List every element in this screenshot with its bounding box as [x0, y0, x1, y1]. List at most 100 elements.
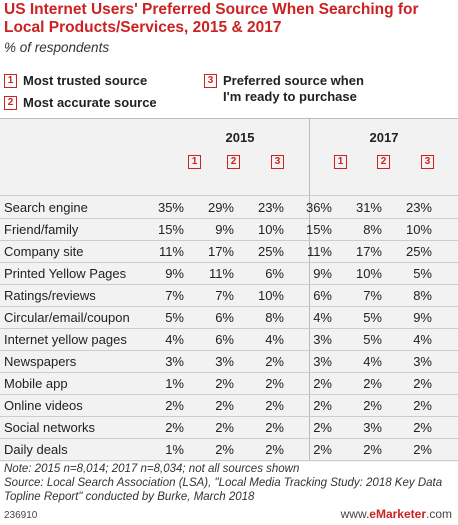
- row-divider: [0, 240, 458, 241]
- table-row: Mobile app 1% 2% 2% 2% 2% 2%: [0, 374, 458, 394]
- legend-label-3: Preferred source when I'm ready to purch…: [223, 73, 364, 104]
- cell-v2017-3: 25%: [405, 244, 432, 259]
- table-row: Online videos 2% 2% 2% 2% 2% 2%: [0, 396, 458, 416]
- chart-note: Note: 2015 n=8,014; 2017 n=8,034; not al…: [4, 463, 443, 503]
- row-label: Circular/email/coupon: [4, 310, 130, 325]
- year-header-2017: 2017: [369, 130, 399, 145]
- cell-v2017-1: 3%: [313, 332, 332, 347]
- row-divider: [0, 416, 458, 417]
- cell-v2015-2: 29%: [207, 200, 234, 215]
- row-divider: [0, 195, 458, 196]
- cell-v2017-2: 8%: [363, 222, 382, 237]
- table-row: Social networks 2% 2% 2% 2% 3% 2%: [0, 418, 458, 438]
- cell-v2017-2: 5%: [363, 310, 382, 325]
- cell-v2017-2: 31%: [355, 200, 382, 215]
- cell-v2017-3: 8%: [413, 288, 432, 303]
- row-label: Ratings/reviews: [4, 288, 96, 303]
- cell-v2015-3: 10%: [257, 288, 284, 303]
- cell-v2015-1: 7%: [165, 288, 184, 303]
- cell-v2015-1: 5%: [165, 310, 184, 325]
- legend-item-1: 1 Most trusted source: [4, 73, 147, 89]
- cell-v2017-3: 2%: [413, 442, 432, 457]
- cell-v2017-2: 17%: [355, 244, 382, 259]
- cell-v2017-2: 2%: [363, 376, 382, 391]
- table-row: Search engine 35% 29% 23% 36% 31% 23%: [0, 198, 458, 218]
- brand-logo: www.eMarketer.com: [340, 507, 452, 521]
- cell-v2017-3: 2%: [413, 376, 432, 391]
- column-key-badge: 2: [377, 155, 390, 169]
- row-divider: [0, 328, 458, 329]
- cell-v2017-1: 6%: [313, 288, 332, 303]
- cell-v2017-1: 11%: [306, 244, 332, 259]
- row-label: Newspapers: [4, 354, 77, 369]
- row-label: Friend/family: [4, 222, 79, 237]
- cell-v2015-1: 35%: [157, 200, 184, 215]
- column-key-badge: 3: [421, 155, 434, 169]
- cell-v2015-3: 2%: [265, 420, 284, 435]
- cell-v2017-2: 5%: [363, 332, 382, 347]
- column-key-2015-3: 3: [271, 151, 284, 169]
- table-row: Ratings/reviews 7% 7% 10% 6% 7% 8%: [0, 286, 458, 306]
- row-divider: [0, 284, 458, 285]
- row-label: Social networks: [4, 420, 96, 435]
- cell-v2015-2: 2%: [215, 442, 234, 457]
- column-key-badge: 3: [271, 155, 284, 169]
- cell-v2017-3: 9%: [413, 310, 432, 325]
- legend-item-3: 3 Preferred source when I'm ready to pur…: [204, 73, 364, 105]
- cell-v2015-1: 15%: [157, 222, 184, 237]
- cell-v2015-3: 8%: [265, 310, 284, 325]
- cell-v2015-3: 2%: [265, 398, 284, 413]
- cell-v2015-1: 2%: [165, 420, 184, 435]
- cell-v2017-2: 2%: [363, 442, 382, 457]
- row-divider: [0, 218, 458, 219]
- row-label: Search engine: [4, 200, 88, 215]
- cell-v2017-3: 2%: [413, 398, 432, 413]
- row-label: Company site: [4, 244, 84, 259]
- chart-subtitle: % of respondents: [4, 40, 110, 55]
- table-row: Daily deals 1% 2% 2% 2% 2% 2%: [0, 440, 458, 460]
- chart-title: US Internet Users' Preferred Source When…: [4, 1, 419, 36]
- cell-v2015-1: 3%: [165, 354, 184, 369]
- cell-v2015-3: 2%: [265, 376, 284, 391]
- column-key-2015-2: 2: [227, 151, 240, 169]
- column-key-2017-1: 1: [334, 151, 347, 169]
- cell-v2017-2: 2%: [363, 398, 382, 413]
- table-row: Circular/email/coupon 5% 6% 8% 4% 5% 9%: [0, 308, 458, 328]
- cell-v2017-3: 10%: [405, 222, 432, 237]
- cell-v2015-2: 2%: [215, 398, 234, 413]
- row-label: Online videos: [4, 398, 83, 413]
- row-label: Mobile app: [4, 376, 68, 391]
- table-background: [0, 118, 458, 462]
- cell-v2017-1: 4%: [313, 310, 332, 325]
- cell-v2017-1: 2%: [313, 376, 332, 391]
- cell-v2015-2: 6%: [215, 310, 234, 325]
- year-header-2015: 2015: [225, 130, 255, 145]
- cell-v2015-3: 25%: [257, 244, 284, 259]
- cell-v2017-2: 3%: [363, 420, 382, 435]
- column-key-2017-2: 2: [377, 151, 390, 169]
- cell-v2017-3: 3%: [413, 354, 432, 369]
- cell-v2017-3: 2%: [413, 420, 432, 435]
- legend-item-2: 2 Most accurate source: [4, 95, 157, 111]
- cell-v2015-2: 7%: [215, 288, 234, 303]
- row-divider: [0, 350, 458, 351]
- legend-label-1: Most trusted source: [23, 73, 148, 88]
- cell-v2015-2: 11%: [208, 266, 234, 281]
- cell-v2015-1: 9%: [165, 266, 184, 281]
- row-divider: [0, 394, 458, 395]
- cell-v2017-1: 36%: [305, 200, 332, 215]
- cell-v2015-2: 9%: [215, 222, 234, 237]
- cell-v2015-3: 2%: [265, 442, 284, 457]
- cell-v2015-1: 4%: [165, 332, 184, 347]
- row-divider: [0, 262, 458, 263]
- legend-badge-3: 3: [204, 74, 217, 88]
- cell-v2017-1: 2%: [313, 442, 332, 457]
- cell-v2017-1: 15%: [305, 222, 332, 237]
- column-key-2017-3: 3: [421, 151, 434, 169]
- cell-v2017-1: 9%: [313, 266, 332, 281]
- cell-v2017-3: 4%: [413, 332, 432, 347]
- legend-label-2: Most accurate source: [23, 95, 157, 110]
- cell-v2017-1: 2%: [313, 420, 332, 435]
- table-row: Company site 11% 17% 25% 11% 17% 25%: [0, 242, 458, 262]
- year-divider: [309, 119, 310, 461]
